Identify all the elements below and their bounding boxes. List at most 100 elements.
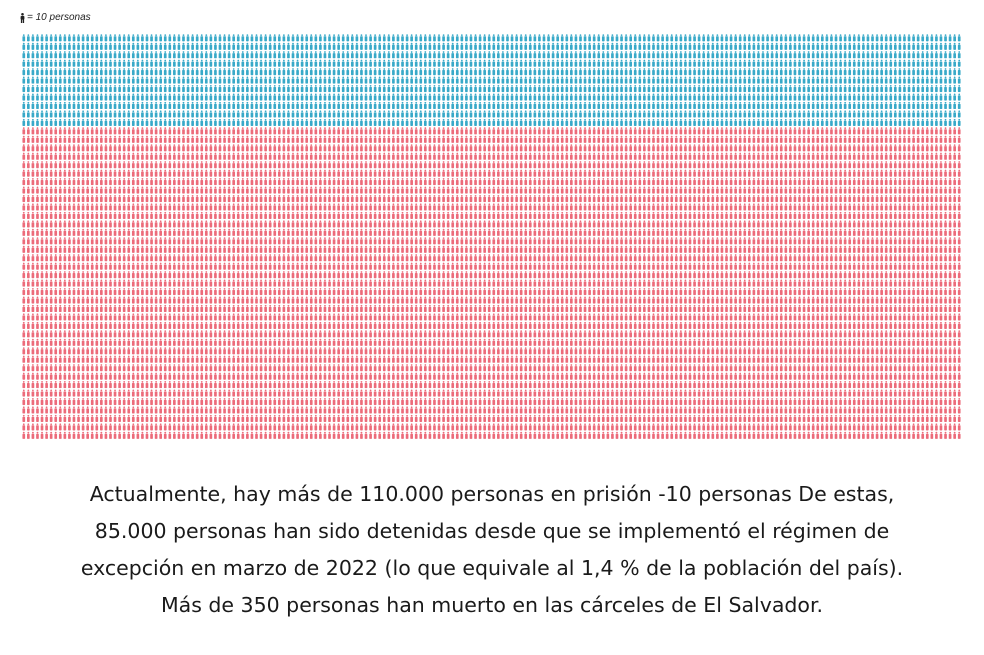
person-icon bbox=[912, 220, 915, 228]
person-icon bbox=[296, 110, 299, 118]
icon-row bbox=[22, 59, 961, 67]
person-icon bbox=[410, 34, 413, 42]
person-icon bbox=[583, 144, 587, 152]
person-icon bbox=[825, 110, 829, 118]
person-icon bbox=[423, 101, 427, 110]
person-icon bbox=[136, 135, 140, 143]
person-icon bbox=[159, 194, 163, 203]
person-icon bbox=[77, 51, 80, 59]
person-icon bbox=[465, 93, 468, 101]
person-icon bbox=[533, 51, 537, 59]
person-icon bbox=[684, 169, 687, 177]
person-icon bbox=[27, 161, 30, 169]
person-icon bbox=[916, 84, 920, 93]
person-icon bbox=[36, 110, 39, 118]
person-icon bbox=[250, 161, 254, 169]
person-icon bbox=[674, 93, 678, 101]
person-icon bbox=[173, 34, 176, 42]
person-icon bbox=[925, 101, 929, 110]
person-icon bbox=[100, 211, 103, 219]
person-icon bbox=[656, 178, 660, 186]
person-icon bbox=[761, 194, 765, 203]
person-icon bbox=[656, 42, 660, 50]
person-icon bbox=[314, 42, 318, 50]
person-icon bbox=[341, 34, 345, 42]
person-icon bbox=[90, 93, 94, 101]
person-icon bbox=[843, 84, 847, 93]
person-icon bbox=[49, 152, 53, 160]
person-icon bbox=[319, 152, 322, 160]
person-icon bbox=[241, 59, 245, 67]
person-icon bbox=[597, 127, 601, 135]
person-icon bbox=[939, 144, 943, 152]
person-icon bbox=[624, 211, 628, 219]
person-icon bbox=[542, 161, 546, 169]
person-icon bbox=[624, 127, 628, 135]
person-icon bbox=[638, 93, 642, 101]
person-icon bbox=[268, 220, 272, 228]
person-icon bbox=[852, 68, 856, 76]
person-icon bbox=[839, 169, 842, 177]
person-icon bbox=[40, 59, 44, 67]
person-icon bbox=[209, 76, 213, 84]
person-icon bbox=[118, 169, 121, 177]
person-icon bbox=[227, 127, 231, 135]
person-icon bbox=[501, 152, 505, 160]
person-icon bbox=[378, 127, 382, 135]
person-icon bbox=[716, 84, 719, 93]
person-icon bbox=[442, 169, 445, 177]
person-icon bbox=[661, 220, 664, 228]
person-icon bbox=[163, 93, 167, 101]
person-icon bbox=[145, 178, 149, 186]
person-icon bbox=[465, 127, 468, 135]
person-icon bbox=[702, 161, 706, 169]
person-icon bbox=[583, 161, 587, 169]
person-icon bbox=[711, 211, 715, 219]
person-icon bbox=[131, 144, 135, 152]
person-icon bbox=[337, 42, 340, 50]
person-icon bbox=[72, 237, 76, 245]
person-icon bbox=[925, 34, 929, 42]
person-icon bbox=[953, 93, 956, 101]
person-icon bbox=[141, 42, 144, 50]
person-icon bbox=[401, 135, 404, 143]
person-icon bbox=[830, 152, 833, 160]
person-icon bbox=[802, 68, 806, 76]
person-icon bbox=[784, 178, 788, 186]
person-icon bbox=[930, 178, 934, 186]
person-icon bbox=[77, 127, 80, 135]
person-icon bbox=[542, 178, 546, 186]
person-icon bbox=[54, 101, 58, 110]
person-icon bbox=[916, 186, 920, 194]
person-icon bbox=[761, 68, 765, 76]
person-icon bbox=[277, 228, 281, 236]
person-icon bbox=[350, 93, 354, 101]
person-icon bbox=[560, 220, 564, 228]
person-icon bbox=[163, 228, 167, 236]
person-icon bbox=[255, 68, 258, 76]
person-icon bbox=[291, 161, 295, 169]
person-icon bbox=[100, 93, 103, 101]
person-icon bbox=[716, 118, 719, 126]
person-icon bbox=[159, 93, 163, 101]
person-icon bbox=[779, 101, 783, 110]
person-icon bbox=[22, 51, 26, 59]
person-icon bbox=[816, 186, 820, 194]
person-icon bbox=[629, 84, 633, 93]
person-icon bbox=[670, 228, 674, 236]
person-icon bbox=[49, 144, 53, 152]
person-icon bbox=[693, 42, 696, 50]
person-icon bbox=[141, 127, 144, 135]
person-icon bbox=[515, 110, 518, 118]
person-icon bbox=[547, 68, 550, 76]
person-icon bbox=[542, 135, 546, 143]
person-icon bbox=[469, 220, 473, 228]
person-icon bbox=[282, 228, 286, 236]
person-icon bbox=[355, 118, 359, 126]
person-icon bbox=[684, 93, 687, 101]
person-icon bbox=[236, 127, 240, 135]
person-icon bbox=[789, 211, 792, 219]
person-icon bbox=[236, 135, 240, 143]
person-icon bbox=[232, 84, 236, 93]
person-icon bbox=[392, 220, 395, 228]
